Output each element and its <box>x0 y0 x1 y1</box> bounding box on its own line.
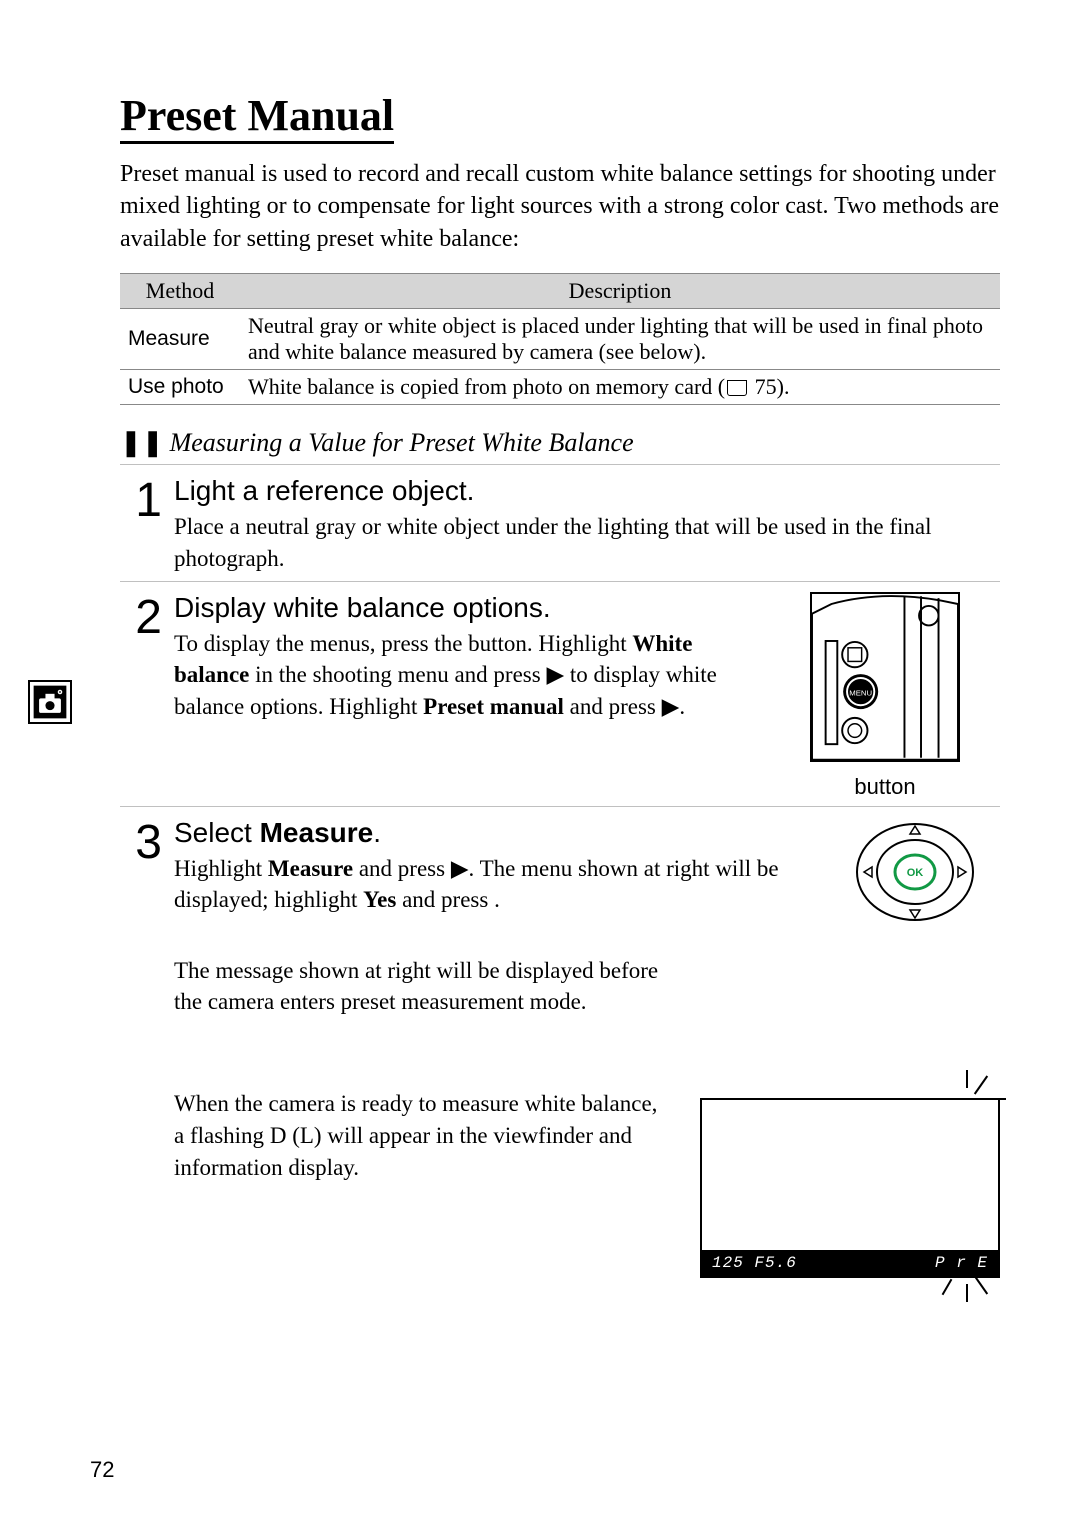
right-arrow-icon: ▶ <box>662 693 680 719</box>
t: and press <box>564 694 662 719</box>
sidebar-camera-icon <box>28 680 72 724</box>
flash-ray-icon <box>966 1284 968 1302</box>
desc-post: 75). <box>749 374 789 399</box>
desc-cell: White balance is copied from photo on me… <box>240 370 1000 405</box>
table-row: Use photo White balance is copied from p… <box>120 370 1000 405</box>
method-cell: Measure <box>120 309 240 370</box>
right-arrow-icon: ▶ <box>451 855 469 881</box>
step-text: The message shown at right will be displ… <box>174 955 672 1018</box>
symbol: D <box>270 1123 287 1148</box>
t: . <box>373 817 381 848</box>
step-text: To display the menus, press the button. … <box>174 628 742 723</box>
page-number: 72 <box>90 1457 114 1483</box>
step-text: Highlight Measure and press ▶. The menu … <box>174 853 802 916</box>
desc-cell: Neutral gray or white object is placed u… <box>240 309 1000 370</box>
step-number: 3 <box>120 817 162 1278</box>
bold-term: Measure <box>268 856 353 881</box>
flash-ray-icon <box>974 1076 988 1095</box>
methods-table: Method Description Measure Neutral gray … <box>120 273 1000 405</box>
page-ref-icon <box>727 380 747 396</box>
symbol: L <box>300 1123 314 1148</box>
t: To display the menus, press the <box>174 631 468 656</box>
t: ( <box>286 1123 299 1148</box>
th-method: Method <box>120 274 240 309</box>
section-title-text: Measuring a Value for Preset White Balan… <box>170 428 634 457</box>
t: button. Highlight <box>468 631 632 656</box>
step-number: 1 <box>120 475 162 574</box>
step-2: 2 Display white balance options. To disp… <box>120 592 1000 800</box>
bold-term: Measure <box>260 817 374 848</box>
vf-left-readout: 125 F5.6 <box>712 1254 797 1272</box>
divider <box>120 581 1000 582</box>
step-text: Place a neutral gray or white object und… <box>174 511 1000 574</box>
camera-back-illustration: MENU <box>810 592 960 762</box>
svg-text:OK: OK <box>907 867 924 879</box>
step-title: Select Measure. <box>174 817 802 849</box>
t: and press . <box>396 887 499 912</box>
method-cell: Use photo <box>120 370 240 405</box>
step-3: 3 Select Measure. Highlight Measure and … <box>120 817 1000 1278</box>
page-title: Preset Manual <box>120 90 394 144</box>
flash-ray-icon <box>974 1276 988 1295</box>
multi-selector-illustration: OK <box>850 817 980 927</box>
step-1: 1 Light a reference object. Place a neut… <box>120 475 1000 574</box>
th-description: Description <box>240 274 1000 309</box>
section-lead-symbol: ❚❚ <box>120 427 164 457</box>
flash-ray-icon <box>988 1098 1006 1100</box>
intro-paragraph: Preset manual is used to record and reca… <box>120 158 1000 255</box>
section-heading: ❚❚Measuring a Value for Preset White Bal… <box>120 427 1000 458</box>
desc-pre: White balance is copied from photo on me… <box>248 374 725 399</box>
table-row: Measure Neutral gray or white object is … <box>120 309 1000 370</box>
t: in the shooting menu and press <box>249 662 546 687</box>
viewfinder-illustration: 125 F5.6 P r E <box>700 1098 1000 1278</box>
divider <box>120 464 1000 465</box>
table-header-row: Method Description <box>120 274 1000 309</box>
svg-text:MENU: MENU <box>849 688 872 697</box>
step-text: When the camera is ready to measure whit… <box>174 1088 672 1278</box>
t: Highlight <box>174 856 268 881</box>
t: and press <box>353 856 451 881</box>
t: Select <box>174 817 260 848</box>
right-arrow-icon: ▶ <box>546 661 564 687</box>
step-number: 2 <box>120 592 162 800</box>
vf-right-readout: P r E <box>935 1254 988 1272</box>
illustration-caption: button <box>770 774 1000 800</box>
divider <box>120 806 1000 807</box>
step-title: Light a reference object. <box>174 475 1000 507</box>
bold-term: Yes <box>363 887 396 912</box>
t: . <box>679 694 685 719</box>
bold-term: Preset manual <box>423 694 564 719</box>
flash-ray-icon <box>966 1070 968 1088</box>
step-title: Display white balance options. <box>174 592 742 624</box>
flash-ray-icon <box>942 1279 953 1296</box>
